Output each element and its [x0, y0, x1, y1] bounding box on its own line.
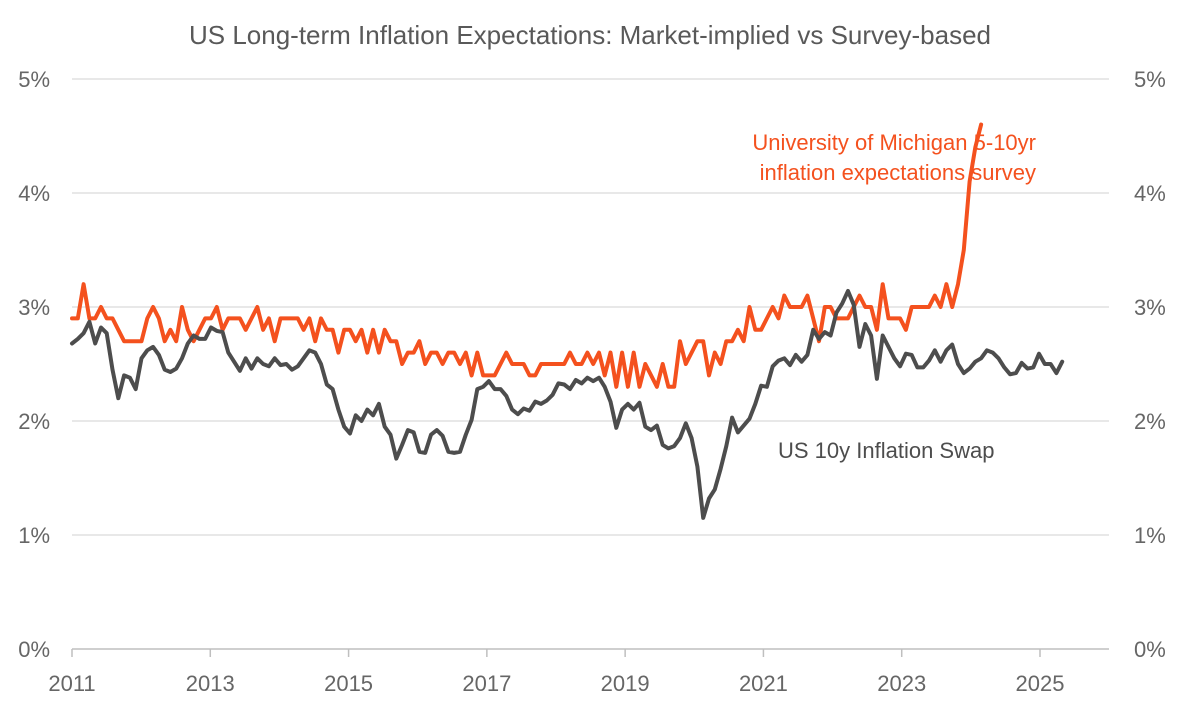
x-tick-label: 2019	[601, 671, 650, 696]
michigan-annotation-line: University of Michigan 5-10yr	[752, 130, 1036, 155]
x-axis: 2011 2013 2015 2017 2019 2021 2023 2025	[48, 648, 1109, 696]
y-tick-label-left: 3%	[18, 295, 50, 320]
y-axis-right: 0% 1% 2% 3% 4% 5%	[1134, 67, 1166, 662]
chart-title: US Long-term Inflation Expectations: Mar…	[189, 20, 991, 50]
x-tick-label: 2013	[186, 671, 235, 696]
y-tick-label-right: 2%	[1134, 409, 1166, 434]
y-tick-label-right: 1%	[1134, 523, 1166, 548]
y-tick-label-left: 2%	[18, 409, 50, 434]
y-tick-label-left: 4%	[18, 181, 50, 206]
y-tick-label-left: 5%	[18, 67, 50, 92]
y-tick-label-right: 3%	[1134, 295, 1166, 320]
inflation-swap-line	[70, 289, 1065, 520]
series-annotations: University of Michigan 5-10yr inflation e…	[752, 130, 1036, 463]
gridlines	[72, 78, 1109, 536]
y-axis-left: 0% 1% 2% 3% 4% 5%	[18, 67, 50, 662]
x-tick-label: 2025	[1016, 671, 1065, 696]
y-tick-label-left: 0%	[18, 637, 50, 662]
y-tick-label-right: 4%	[1134, 181, 1166, 206]
x-tick-label: 2017	[462, 671, 511, 696]
series-lines	[70, 122, 1065, 520]
x-tick-label: 2023	[877, 671, 926, 696]
y-tick-label-right: 5%	[1134, 67, 1166, 92]
x-tick-label: 2011	[48, 671, 95, 696]
swap-annotation-line: US 10y Inflation Swap	[778, 438, 994, 463]
x-tick-label: 2015	[324, 671, 373, 696]
y-tick-label-left: 1%	[18, 523, 50, 548]
x-tick-label: 2021	[739, 671, 788, 696]
michigan-survey-line	[70, 122, 984, 389]
y-tick-label-right: 0%	[1134, 637, 1166, 662]
michigan-annotation-line: inflation expectations survey	[760, 160, 1036, 185]
